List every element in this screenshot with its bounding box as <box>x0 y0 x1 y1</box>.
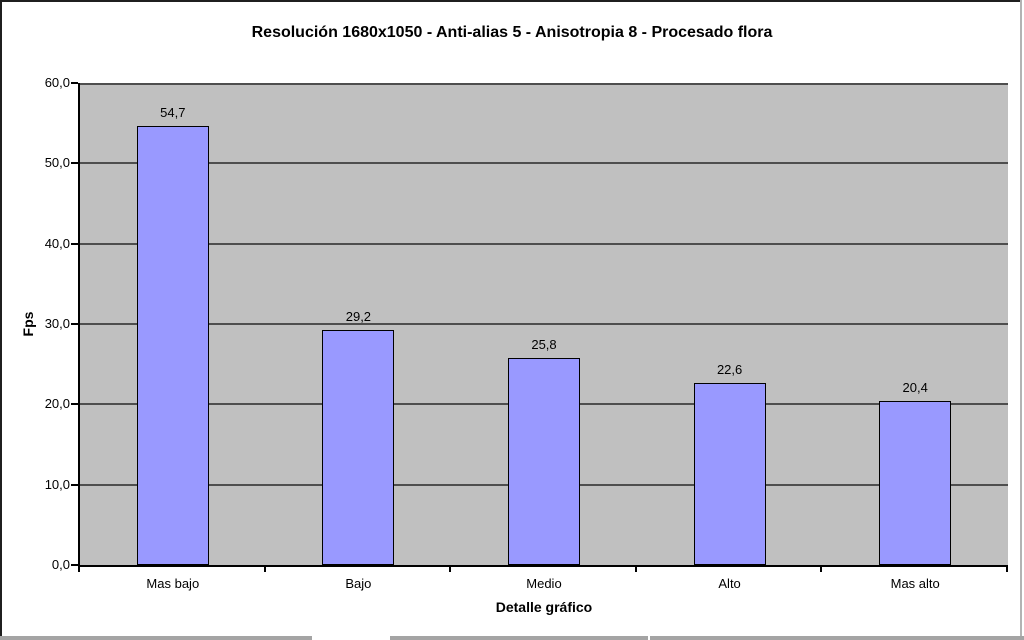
category-label-bajo: Bajo <box>345 576 372 591</box>
x-tick-mark <box>634 565 637 572</box>
gridline <box>80 242 1008 245</box>
y-tick-mark <box>71 162 78 165</box>
x-axis-title: Detalle gráfico <box>495 599 593 615</box>
y-tick-label: 60,0 <box>44 75 70 90</box>
bar-medio <box>508 357 580 565</box>
bar-alto <box>693 383 766 565</box>
category-label-mas-bajo: Mas bajo <box>146 576 200 591</box>
y-tick-mark <box>71 242 78 245</box>
y-tick-label: 20,0 <box>44 396 70 412</box>
category-label-medio: Medio <box>526 576 562 591</box>
y-tick-label: 30,0 <box>44 316 70 331</box>
y-tick-mark <box>71 564 78 566</box>
window-left-edge <box>0 0 2 640</box>
bar-mas-alto <box>879 401 952 565</box>
bar-mas-bajo <box>136 125 209 565</box>
y-tick-mark <box>71 403 78 406</box>
bottom-edge-gap <box>312 636 390 640</box>
bottom-edge-gap <box>648 636 650 640</box>
bar-value-label: 20,4 <box>902 380 928 396</box>
window-right-edge <box>1020 0 1022 640</box>
bar-value-label: 29,2 <box>345 309 372 325</box>
y-tick-mark <box>71 82 78 84</box>
x-tick-mark <box>1006 565 1008 572</box>
chart-title: Resolución 1680x1050 - Anti-alias 5 - An… <box>251 24 773 41</box>
x-tick-mark <box>449 565 452 572</box>
y-tick-mark <box>71 483 78 486</box>
category-label-alto: Alto <box>718 576 741 591</box>
bar-value-label: 22,6 <box>716 362 743 378</box>
category-label-mas-alto: Mas alto <box>890 576 940 591</box>
window-top-edge <box>0 0 1022 2</box>
plot-area: 54,7 29,2 25,8 22,6 20,4 <box>78 83 1008 567</box>
x-tick-mark <box>263 565 266 572</box>
bar-value-label: 25,8 <box>531 336 557 352</box>
bar-value-label: 54,7 <box>160 104 186 120</box>
gridline <box>80 162 1008 165</box>
gridline <box>80 83 1008 85</box>
bar-bajo <box>322 330 395 565</box>
x-tick-mark <box>820 565 823 572</box>
y-tick-label: 0,0 <box>51 557 70 572</box>
y-tick-mark <box>71 323 78 325</box>
y-tick-label: 50,0 <box>44 155 70 171</box>
gridline <box>80 323 1008 325</box>
y-tick-label: 40,0 <box>44 235 70 251</box>
bottom-window-edge <box>0 636 1024 640</box>
x-tick-mark <box>78 565 80 572</box>
y-tick-label: 10,0 <box>44 476 70 492</box>
